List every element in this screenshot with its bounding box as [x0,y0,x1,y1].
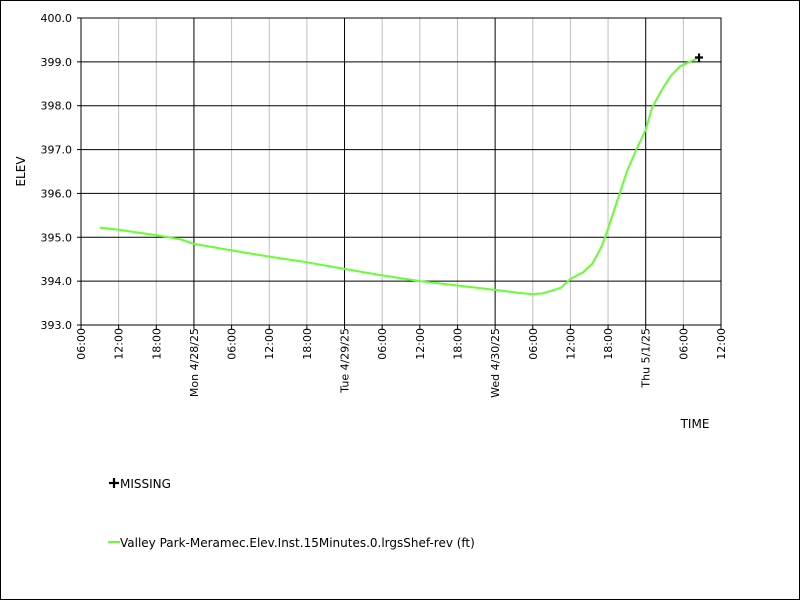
y-tick-label: 399.0 [41,56,73,69]
plot-border [80,17,722,326]
y-tick-label: 396.0 [41,187,73,200]
legend-label-missing: MISSING [120,477,171,491]
x-tick-label: 18:00 [150,328,163,360]
x-tick-label: Tue 4/29/25 [339,328,352,394]
plus-marker-icon [109,478,119,488]
y-tick-label: 400.0 [41,12,73,25]
x-tick-label: 06:00 [226,328,239,360]
legend-label-series: Valley Park-Meramec.Elev.Inst.15Minutes.… [120,536,475,550]
plot-area [81,18,721,325]
x-tick-label: 12:00 [715,328,728,360]
x-tick-label: 18:00 [451,328,464,360]
legend-item-missing: MISSING [108,477,171,491]
y-tick-label: 398.0 [41,100,73,113]
x-axis-title: TIME [680,417,710,431]
x-tick-label: 12:00 [113,328,126,360]
x-tick-label: 06:00 [677,328,690,360]
x-tick-label: Wed 4/30/25 [489,328,502,398]
x-tick-label: 12:00 [414,328,427,360]
legend-item-series: Valley Park-Meramec.Elev.Inst.15Minutes.… [108,536,475,550]
x-tick-label: 18:00 [301,328,314,360]
y-tick-label: 394.0 [41,275,73,288]
x-tick-label: 06:00 [527,328,540,360]
line-swatch-icon [108,541,120,543]
x-tick-label: 12:00 [564,328,577,360]
x-tick-label: Thu 5/1/25 [640,328,653,389]
x-tick-label: 06:00 [376,328,389,360]
y-tick-label: 393.0 [41,319,73,332]
y-tick-label: 395.0 [41,231,73,244]
x-tick-label: 12:00 [263,328,276,360]
y-tick-label: 397.0 [41,144,73,157]
y-axis-title: ELEV [14,156,28,187]
x-tick-label: 06:00 [75,328,88,360]
x-tick-label: 18:00 [602,328,615,360]
series-line [99,56,700,296]
x-tick-label: Mon 4/28/25 [188,328,201,397]
